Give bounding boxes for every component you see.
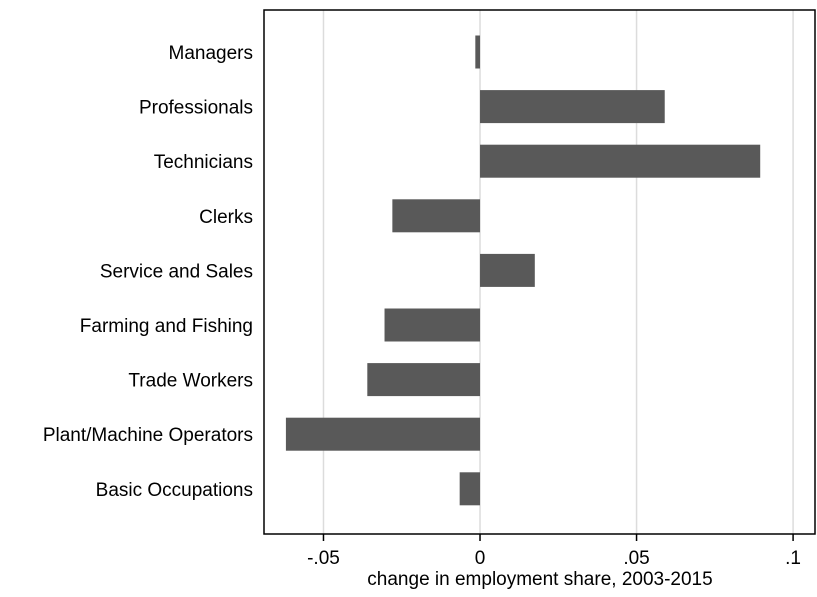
bar (384, 308, 481, 342)
x-tick-label: 0 (475, 548, 486, 569)
grid-lines (322, 10, 794, 534)
category-label: Service and Sales (100, 261, 253, 282)
category-label: Managers (169, 43, 254, 64)
plot-frame (263, 9, 816, 535)
bar (367, 363, 481, 397)
x-tick-label: -.05 (307, 548, 340, 569)
bar (480, 253, 535, 287)
bars (285, 35, 761, 506)
bar (480, 144, 761, 178)
bar (475, 35, 481, 69)
bar (392, 199, 481, 233)
x-axis: -.05 0 .05 .1 (307, 534, 801, 569)
bar (459, 472, 481, 506)
category-label: Plant/Machine Operators (43, 425, 253, 446)
category-label: Technicians (154, 152, 253, 173)
x-tick-label: .1 (785, 548, 801, 569)
category-label: Professionals (139, 98, 253, 119)
x-tick-label: .05 (623, 548, 649, 569)
category-label: Clerks (199, 207, 253, 228)
x-axis-title: change in employment share, 2003-2015 (367, 569, 712, 590)
category-labels: Managers Professionals Technicians Clerks Se… (43, 43, 253, 501)
bar (480, 90, 665, 124)
bar (285, 417, 481, 451)
category-label: Farming and Fishing (80, 316, 253, 337)
category-label: Trade Workers (128, 371, 253, 392)
category-label: Basic Occupations (96, 480, 253, 501)
